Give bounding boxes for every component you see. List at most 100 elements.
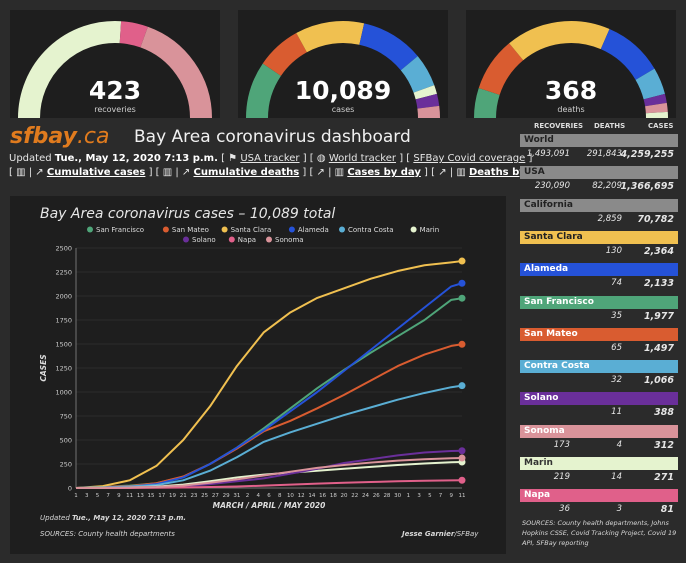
recoveries-gauge-segment	[140, 26, 212, 118]
cases-label: cases	[331, 105, 355, 114]
x-tick-label: 7	[439, 493, 443, 499]
deaths-gauge-segment	[635, 68, 665, 100]
region-name: USA	[520, 166, 678, 180]
deaths-gauge-card: 368 deaths	[466, 10, 676, 118]
series-line	[75, 282, 463, 489]
x-tick-label: 1	[74, 493, 78, 499]
cases-value: 4,259,255	[620, 149, 675, 160]
legend-label: Napa	[238, 236, 256, 244]
line-chart-icon: ↗	[35, 167, 44, 178]
x-tick-label: 13	[137, 493, 144, 499]
logo-bay: bay	[32, 124, 77, 149]
region-values: 35 1,977	[520, 311, 674, 323]
deaths-value: 65	[611, 342, 622, 353]
x-tick-label: 3	[85, 493, 89, 499]
header-recoveries: RECOVERIES	[534, 122, 584, 130]
region-name: Alameda	[520, 263, 678, 277]
updated-prefix: Updated	[9, 153, 55, 164]
cases-by-day-link[interactable]: Cases by day	[347, 167, 421, 178]
region-values: 11 388	[520, 407, 674, 419]
x-tick-label: 22	[351, 493, 358, 499]
cumulative-deaths-link[interactable]: Cumulative deaths	[193, 167, 300, 178]
x-tick-label: 23	[190, 493, 197, 499]
sfbay-logo[interactable]: sfbay.ca	[10, 124, 110, 149]
legend-swatch	[410, 226, 417, 233]
x-tick-label: 3	[417, 493, 421, 499]
y-tick-label: 0	[68, 485, 72, 493]
legend-swatch	[183, 236, 189, 243]
world-tracker-link[interactable]: World tracker	[328, 153, 397, 164]
series-end-point	[458, 279, 466, 287]
x-tick-label: 20	[341, 493, 348, 499]
recoveries-gauge-card: 423 recoveries	[10, 10, 220, 118]
cases-gauge-segment	[246, 63, 282, 118]
deaths-value: 3	[616, 504, 622, 515]
x-tick-label: 25	[201, 493, 208, 499]
chart-svg: San Francisco San Mateo Santa Clara Alameda…	[39, 226, 466, 510]
deaths-by-day-link[interactable]: Deaths by day	[468, 167, 550, 178]
region-name: Contra Costa	[520, 360, 678, 374]
deaths-value: 82,209	[592, 181, 622, 192]
cases-value: 70,782	[637, 213, 674, 225]
region-name: San Francisco	[520, 295, 678, 309]
updated-line: Updated Tue., May 12, 2020 7:13 p.m. [ ⚑…	[9, 153, 533, 164]
chart-credit: Jesse Garnier/SFBay	[402, 530, 478, 538]
series-line	[76, 457, 463, 489]
cases-value: 312	[654, 439, 674, 451]
globe-icon: ◍	[316, 153, 326, 164]
cases-value: 81	[660, 504, 674, 516]
credit-name: Jesse Garnier	[402, 530, 455, 538]
deaths-gauge-segment	[600, 28, 655, 81]
bar-chart-icon: ▥	[162, 167, 173, 178]
x-tick-label: 17	[158, 493, 165, 499]
deaths-value: 32	[611, 375, 622, 386]
cases-value: 271	[654, 472, 674, 483]
deaths-gauge-segment	[478, 43, 524, 96]
dashboard-title: Bay Area coronavirus dashboard	[134, 127, 411, 147]
x-tick-label: 9	[117, 493, 121, 499]
cases-value: 1,366,695	[620, 181, 675, 193]
recoveries-value: 423	[88, 76, 142, 105]
deaths-gauge-segment	[645, 102, 668, 114]
region-values: 65 1,497	[520, 343, 674, 355]
chart-sources: SOURCES: County health departments	[40, 530, 175, 538]
cases-value: 2,364	[643, 245, 674, 257]
x-tick-label: 24	[362, 493, 369, 499]
cases-value: 2,133	[643, 278, 674, 290]
flag-icon: ⚑	[228, 153, 238, 164]
series-line	[75, 260, 463, 489]
y-tick-label: 1250	[55, 365, 72, 373]
x-tick-label: 10	[287, 493, 294, 499]
line-chart-icon: ↗	[316, 167, 325, 178]
sfbay-coverage-link[interactable]: SFBay Covid coverage	[413, 153, 526, 164]
chart-updated-date: Tue., May 12, 2020 7:13 p.m.	[72, 514, 187, 522]
x-tick-label: 21	[180, 493, 187, 499]
recoveries-value: 173	[553, 439, 570, 450]
chart-updated: Updated Tue., May 12, 2020 7:13 p.m.	[40, 514, 186, 522]
recoveries-value: 1,493,091	[526, 149, 570, 159]
region-name: California	[520, 198, 678, 212]
deaths-value: 11	[611, 407, 622, 418]
x-tick-label: 12	[298, 493, 305, 499]
x-tick-label: 15	[148, 493, 155, 499]
y-tick-label: 2500	[55, 245, 72, 253]
deaths-value: 2,859	[597, 213, 622, 224]
cases-value: 1,977	[643, 310, 674, 322]
usa-tracker-link[interactable]: USA tracker	[240, 153, 300, 164]
legend-label: Marin	[420, 226, 440, 234]
deaths-gauge-segment	[509, 21, 610, 61]
x-tick-label: 30	[394, 493, 401, 499]
cases-value: 388	[654, 407, 674, 419]
cumulative-cases-link[interactable]: Cumulative cases	[46, 167, 146, 178]
x-tick-label: 5	[428, 493, 432, 499]
recoveries-value: 230,090	[534, 181, 570, 192]
cases-gauge-segment	[358, 23, 418, 71]
updated-date: Tue., May 12, 2020 7:13 p.m.	[54, 153, 218, 164]
line-chart-icon: ↗	[438, 167, 447, 178]
series-end-point	[458, 340, 466, 348]
deaths-value: 4	[616, 439, 622, 450]
deaths-gauge	[474, 21, 668, 118]
x-tick-label: 26	[373, 493, 380, 499]
region-values: 130 2,364	[520, 246, 674, 258]
deaths-value: 35	[611, 310, 622, 321]
